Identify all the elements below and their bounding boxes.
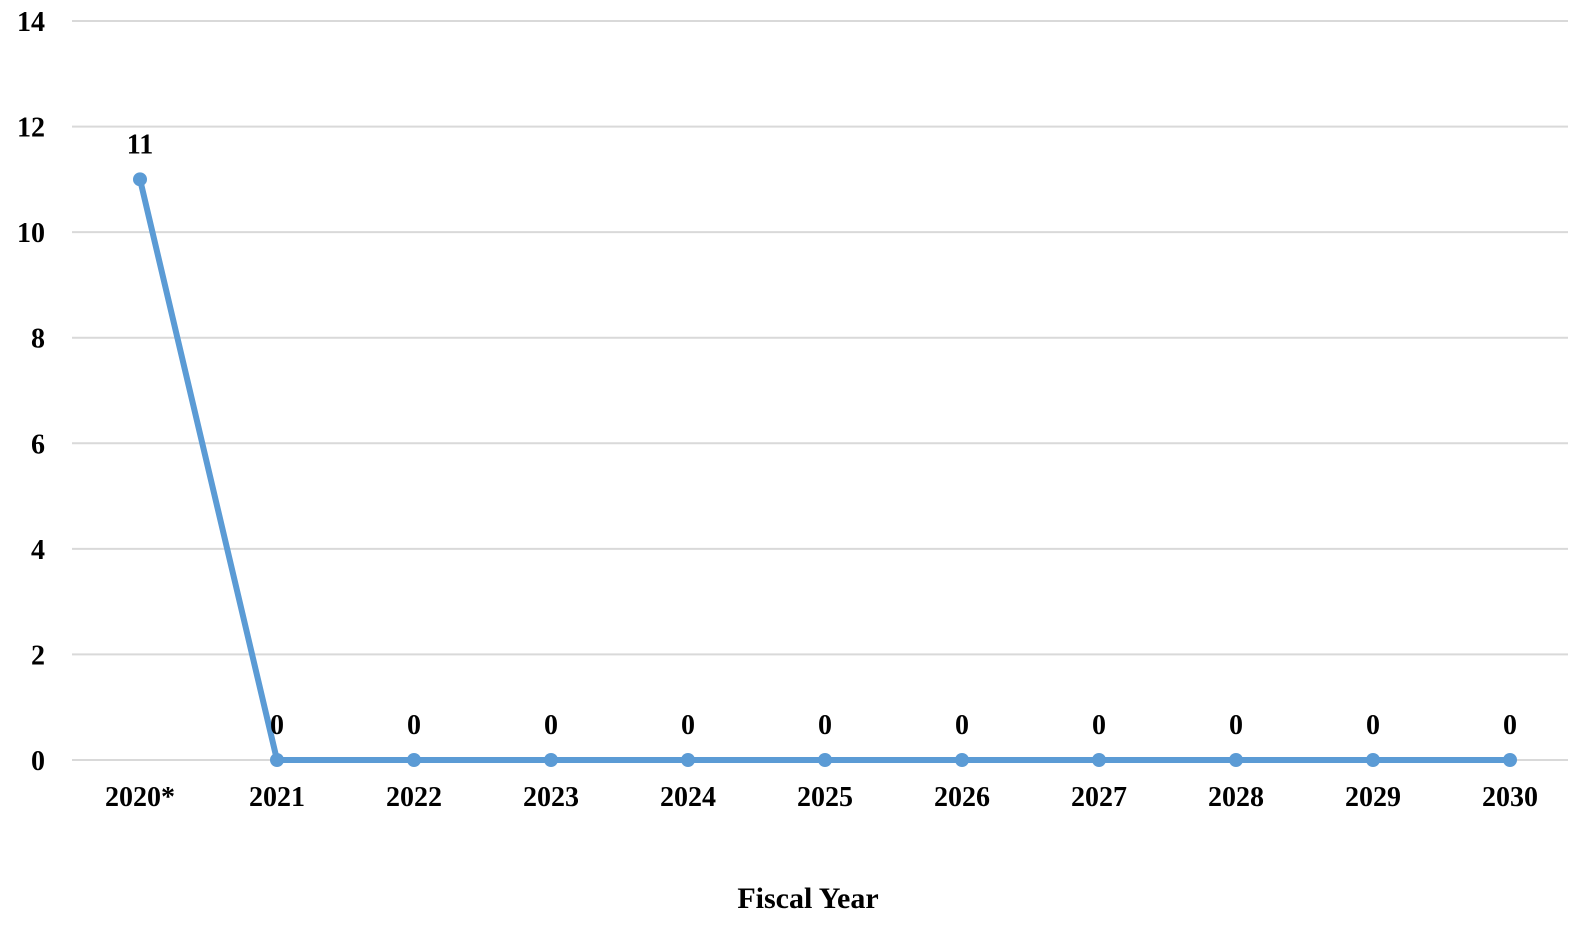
x-axis-title: Fiscal Year <box>737 882 878 915</box>
y-tick-label: 2 <box>31 640 45 671</box>
y-tick-label: 0 <box>31 746 45 777</box>
data-point <box>1366 753 1380 767</box>
data-point <box>1229 753 1243 767</box>
x-tick-label: 2022 <box>386 782 442 813</box>
y-tick-label: 14 <box>17 7 45 38</box>
data-label: 0 <box>1366 710 1380 741</box>
data-point <box>1503 753 1517 767</box>
data-labels: 11 0 0 0 0 0 0 0 0 0 0 <box>127 129 1517 741</box>
series-points <box>133 172 1517 767</box>
data-point <box>681 753 695 767</box>
y-tick-label: 6 <box>31 429 45 460</box>
data-label: 0 <box>1503 710 1517 741</box>
data-label: 11 <box>127 129 153 160</box>
data-point <box>133 172 147 187</box>
x-tick-label: 2023 <box>523 782 579 813</box>
data-point <box>818 753 832 767</box>
data-point <box>955 753 969 767</box>
data-label: 0 <box>1092 710 1106 741</box>
y-axis-ticks: 0 2 4 6 8 10 12 14 <box>17 7 45 777</box>
series-line-path <box>137 176 1513 763</box>
data-point <box>544 753 558 767</box>
y-tick-label: 10 <box>17 218 45 249</box>
x-tick-label: 2030 <box>1482 782 1538 813</box>
series-line <box>137 176 1513 763</box>
x-tick-label: 2027 <box>1071 782 1127 813</box>
x-axis-ticks: 2020* 2021 2022 2023 2024 2025 2026 2027 2028 202… <box>105 782 1538 813</box>
y-tick-label: 8 <box>31 324 45 355</box>
data-label: 0 <box>1229 710 1243 741</box>
x-tick-label: 2025 <box>797 782 853 813</box>
x-tick-label: 2028 <box>1208 782 1264 813</box>
x-tick-label: 2026 <box>934 782 990 813</box>
data-label: 0 <box>270 710 284 741</box>
data-point <box>1092 753 1106 767</box>
data-label: 0 <box>818 710 832 741</box>
y-tick-label: 12 <box>17 113 45 144</box>
y-tick-label: 4 <box>31 535 45 566</box>
data-label: 0 <box>681 710 695 741</box>
data-label: 0 <box>407 710 421 741</box>
data-label: 0 <box>955 710 969 741</box>
x-tick-label: 2021 <box>249 782 305 813</box>
x-tick-label: 2029 <box>1345 782 1401 813</box>
data-point <box>270 753 284 767</box>
data-label: 0 <box>544 710 558 741</box>
gridlines <box>72 20 1568 761</box>
x-tick-label: 2024 <box>660 782 716 813</box>
x-tick-label: 2020* <box>105 782 175 813</box>
data-point <box>407 753 421 767</box>
